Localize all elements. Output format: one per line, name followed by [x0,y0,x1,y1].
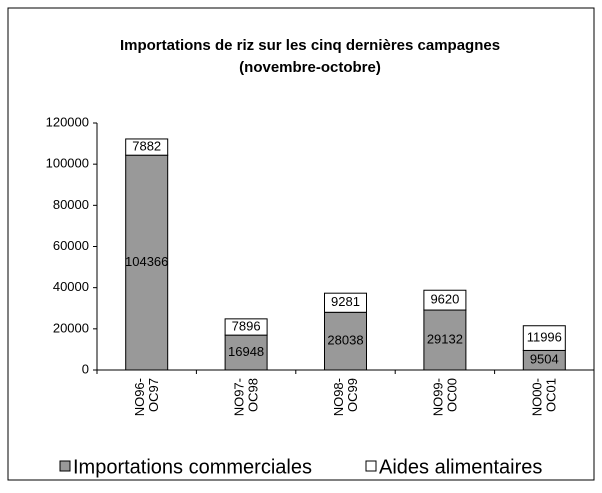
bar-segment [522,325,566,351]
y-tick-label: 80000 [53,197,89,212]
y-tick-label: 0 [82,361,89,376]
y-tick-label: 100000 [46,156,89,171]
bar-segment [224,318,268,336]
legend-label: Aides alimentaires [379,456,542,478]
value-label: 7882 [132,139,161,154]
chart-subtitle: (novembre-octobre) [239,59,381,76]
chart-frame [7,7,595,481]
value-label: 9281 [331,294,360,309]
value-label: 11996 [527,330,562,345]
x-tick-label: OC99 [345,378,360,412]
x-tick-label: OC01 [544,378,559,412]
legend-label: Importations commerciales [73,456,312,478]
value-label: 16948 [228,344,264,359]
y-tick-label: 20000 [53,320,89,335]
x-tick-label: NO99- [430,378,445,416]
value-label: 29132 [427,331,463,346]
value-label: 104366 [125,254,168,269]
value-label: 28038 [327,333,363,348]
x-tick-label: NO97- [232,378,247,416]
bar-segment [125,138,169,156]
x-tick-label: OC98 [246,378,261,412]
y-tick-label: 120000 [46,114,89,129]
chart-title: Importations de riz sur les cinq dernièr… [120,37,500,54]
bar-segment [125,154,169,371]
value-label: 9504 [530,352,559,367]
x-tick-label: OC00 [444,378,459,412]
x-tick-label: NO96- [132,378,147,416]
y-tick-label: 40000 [53,279,89,294]
value-label: 9620 [430,292,459,307]
bar-segment [423,289,467,311]
bar-segment [324,292,367,313]
value-label: 7896 [232,318,261,333]
y-tick-label: 60000 [53,238,89,253]
x-tick-label: NO98- [331,378,346,416]
x-tick-label: OC97 [146,378,161,412]
legend-swatch [59,460,71,472]
legend-swatch [365,460,377,472]
x-tick-label: NO00- [530,378,545,416]
